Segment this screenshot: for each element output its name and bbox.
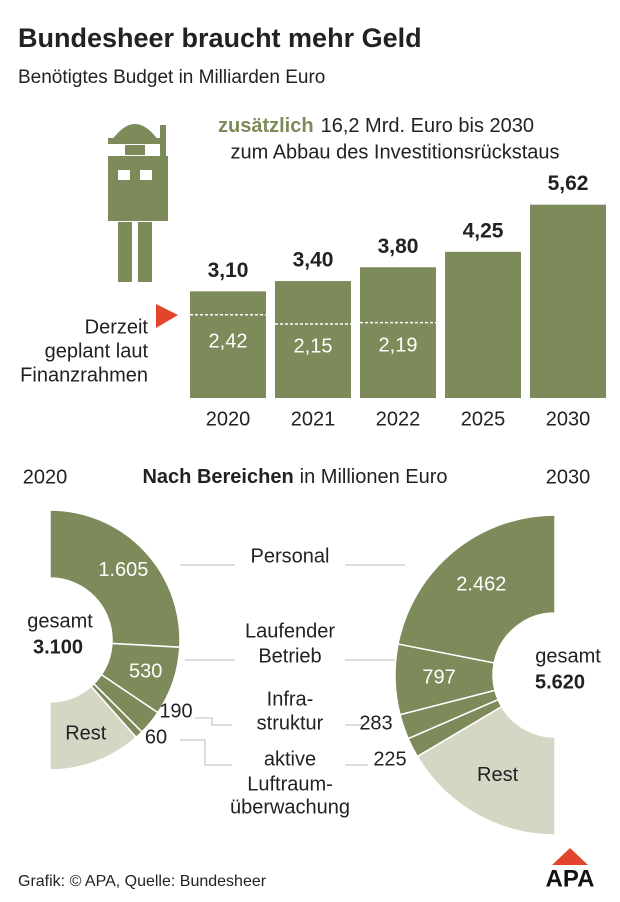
category-label: Laufender [245,620,335,642]
bar [275,281,351,398]
donut-segment [49,509,181,649]
total-prefix: gesamt [27,610,93,632]
bar-value-label: 3,40 [293,249,334,272]
bar [360,267,436,398]
x-tick-label: 2025 [461,408,506,430]
donut-segment [49,685,138,771]
total-value: 3.100 [33,636,83,658]
planned-value-label: 2,19 [379,335,418,357]
section-subtitle: in Millionen Euro [300,466,448,488]
category-label: überwachung [230,796,350,818]
value-label: 530 [129,660,162,682]
bar-value-label: 5,62 [548,172,589,195]
bar [445,251,521,398]
value-label: 190 [159,700,192,722]
donut-segment [416,705,556,836]
section-title-bold: Nach Bereichen [142,466,293,488]
value-label: 225 [373,748,406,770]
logo-mark [552,848,588,865]
total-value: 5.620 [535,671,585,693]
x-tick-label: 2021 [291,408,336,430]
soldier-icon [108,124,168,282]
category-label: Betrieb [258,645,321,667]
source: Grafik: © APA, Quelle: Bundesheer [18,873,267,890]
total-prefix: gesamt [535,645,601,667]
logo: APA [546,865,595,892]
value-label: 283 [359,712,392,734]
category-label: Infra- [267,688,314,710]
rest-label: Rest [477,764,519,786]
donut-segment [397,514,556,664]
x-tick-label: 2022 [376,408,421,430]
x-tick-label: 2020 [206,408,251,430]
section-title: Nach Bereichen in Millionen Euro [142,466,447,488]
annotation: zusätzlich 16,2 Mrd. Euro bis 2030 [218,115,534,137]
annotation-rest: 16,2 Mrd. Euro bis 2030 [321,115,534,137]
bar [190,291,266,398]
bar-value-label: 3,80 [378,235,419,258]
bar-value-label: 4,25 [463,219,504,242]
connectors [180,564,405,766]
planned-label: geplant laut [45,340,149,362]
planned-value-label: 2,15 [294,335,333,357]
value-label: 60 [145,726,167,748]
rest-label: Rest [65,723,107,745]
year-label: 2030 [546,466,591,488]
value-label: 1.605 [98,559,148,581]
year-label: 2020 [23,466,68,488]
value-label: 2.462 [456,574,506,596]
annotation-bold: zusätzlich [218,115,314,137]
planned-label: Finanzrahmen [20,364,148,386]
x-tick-label: 2030 [546,408,591,430]
subtitle: Benötigtes Budget in Milliarden Euro [18,67,325,88]
value-label: 797 [422,667,455,689]
annotation-line: zum Abbau des Investitionsrückstaus [230,141,559,163]
planned-marker [156,304,178,328]
bar-value-label: 3,10 [208,259,249,282]
title: Bundesheer braucht mehr Geld [18,23,422,53]
category-label: Personal [251,545,330,567]
category-label: Luftraum- [247,773,333,795]
category-label: struktur [257,712,324,734]
category-label: aktive [264,748,316,770]
planned-label: Derzeit [85,316,149,338]
bar [530,204,606,398]
planned-value-label: 2,42 [209,331,248,353]
